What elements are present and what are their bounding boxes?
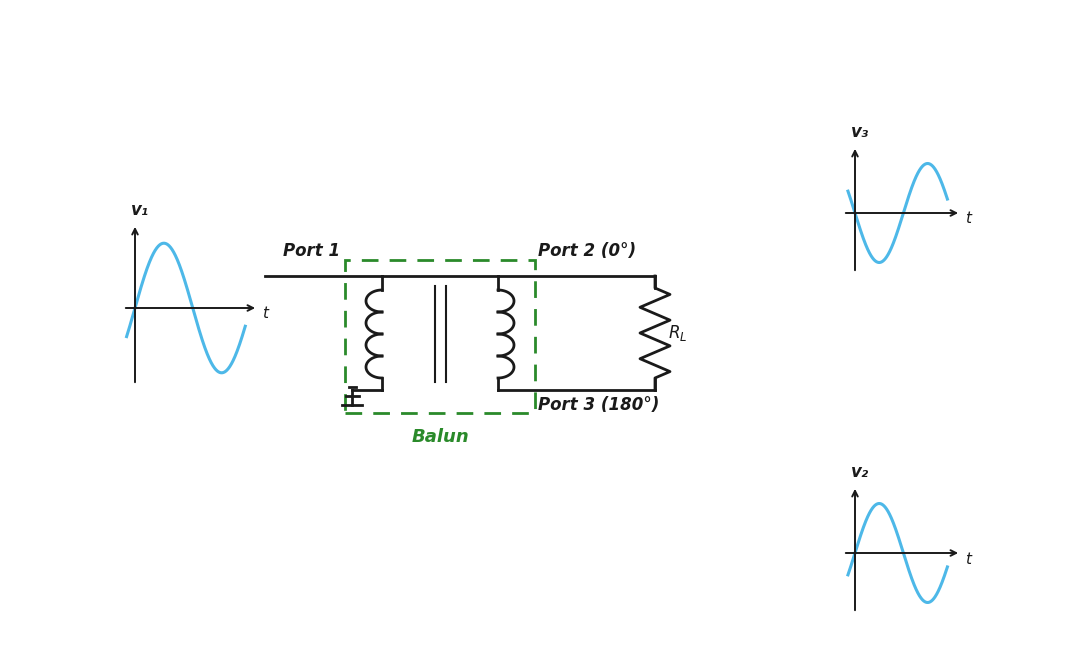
Text: Balun: Balun bbox=[411, 428, 469, 446]
Text: v₃: v₃ bbox=[851, 123, 869, 141]
Text: Port 2 (0°): Port 2 (0°) bbox=[538, 242, 636, 260]
Text: t: t bbox=[965, 552, 971, 566]
Text: v₁: v₁ bbox=[131, 201, 149, 219]
Text: $R_L$: $R_L$ bbox=[668, 323, 687, 343]
Text: Port 1: Port 1 bbox=[283, 242, 341, 260]
Bar bbox=[345, 260, 535, 413]
Text: t: t bbox=[965, 212, 971, 226]
Text: Port 3 (180°): Port 3 (180°) bbox=[538, 396, 660, 414]
Text: v₂: v₂ bbox=[851, 463, 869, 481]
Text: t: t bbox=[261, 307, 268, 321]
